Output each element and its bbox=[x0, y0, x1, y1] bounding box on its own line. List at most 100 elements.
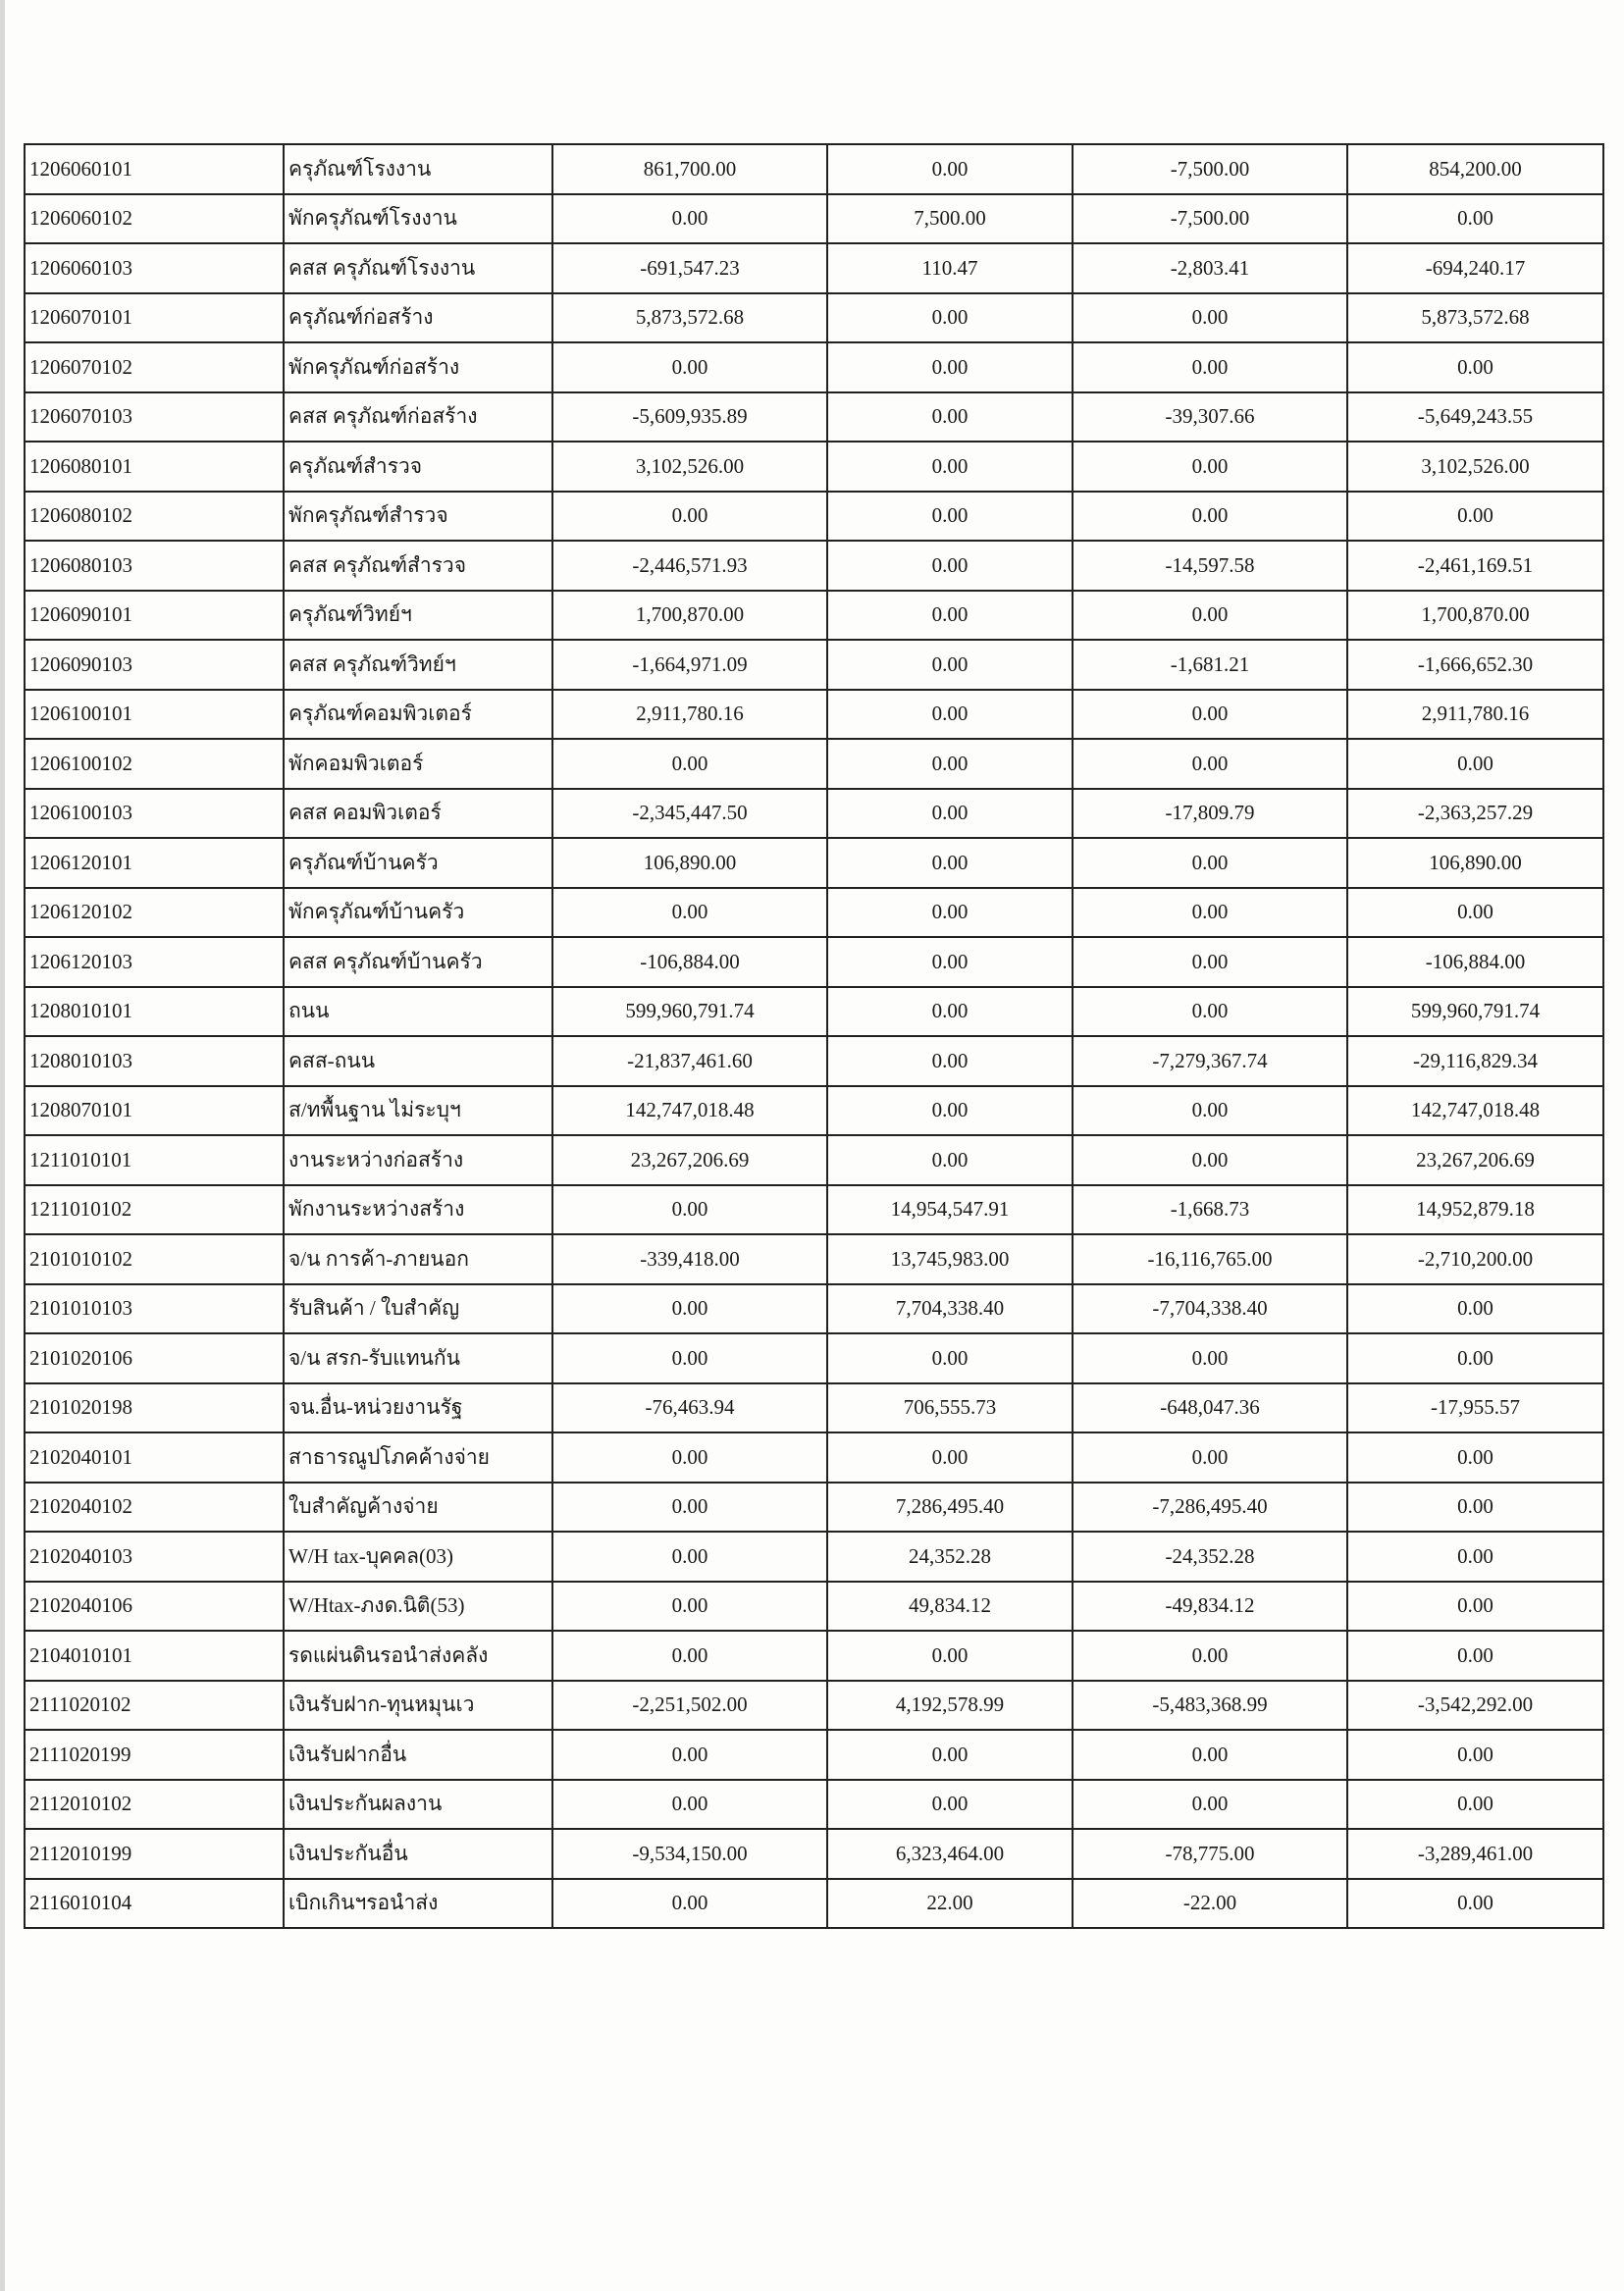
closing-balance-cell: 0.00 bbox=[1346, 738, 1604, 790]
closing-balance-cell: 0.00 bbox=[1346, 1580, 1604, 1632]
table-row: 2102040106 W/Htax-ภงด.นิติ(53) 0.00 49,834.… bbox=[24, 1580, 1604, 1632]
credit-cell: -1,668.73 bbox=[1072, 1183, 1348, 1235]
account-code-cell: 2101010103 bbox=[24, 1282, 285, 1334]
debit-cell: 0.00 bbox=[826, 1630, 1074, 1682]
account-code-cell: 1206090103 bbox=[24, 639, 285, 691]
credit-cell: 0.00 bbox=[1072, 886, 1348, 938]
debit-cell: 14,954,547.91 bbox=[826, 1183, 1074, 1235]
debit-cell: 110.47 bbox=[826, 242, 1074, 294]
closing-balance-cell: 0.00 bbox=[1346, 1877, 1604, 1929]
table-row: 1206100101 ครุภัณฑ์คอมพิวเตอร์ 2,911,780.1… bbox=[24, 688, 1604, 740]
account-code-cell: 2111020102 bbox=[24, 1679, 285, 1731]
account-code-cell: 1206060101 bbox=[24, 143, 285, 195]
opening-balance-cell: 0.00 bbox=[551, 1481, 828, 1533]
credit-cell: -7,704,338.40 bbox=[1072, 1282, 1348, 1334]
opening-balance-cell: 0.00 bbox=[551, 1630, 828, 1682]
debit-cell: 0.00 bbox=[826, 1134, 1074, 1186]
closing-balance-cell: 0.00 bbox=[1346, 1432, 1604, 1484]
account-code-cell: 1206070101 bbox=[24, 291, 285, 343]
debit-cell: 0.00 bbox=[826, 787, 1074, 839]
debit-cell: 706,555.73 bbox=[826, 1381, 1074, 1433]
debit-cell: 0.00 bbox=[826, 1332, 1074, 1384]
opening-balance-cell: -5,609,935.89 bbox=[551, 391, 828, 443]
closing-balance-cell: 0.00 bbox=[1346, 1729, 1604, 1781]
credit-cell: -16,116,765.00 bbox=[1072, 1233, 1348, 1285]
table-row: 1206080101 ครุภัณฑ์สำรวจ 3,102,526.00 0.00 0… bbox=[24, 441, 1604, 493]
opening-balance-cell: 106,890.00 bbox=[551, 837, 828, 889]
debit-cell: 0.00 bbox=[826, 886, 1074, 938]
account-name-cell: พักคอมพิวเตอร์ bbox=[283, 738, 553, 790]
table-row: 1206090101 ครุภัณฑ์วิทย์ฯ 1,700,870.00 0.00… bbox=[24, 589, 1604, 641]
opening-balance-cell: -21,837,461.60 bbox=[551, 1035, 828, 1087]
account-name-cell: ครุภัณฑ์คอมพิวเตอร์ bbox=[283, 688, 553, 740]
closing-balance-cell: -17,955.57 bbox=[1346, 1381, 1604, 1433]
credit-cell: -2,803.41 bbox=[1072, 242, 1348, 294]
account-name-cell: เงินรับฝาก-ทุนหมุนเว bbox=[283, 1679, 553, 1731]
account-name-cell: พักครุภัณฑ์ก่อสร้าง bbox=[283, 341, 553, 393]
account-name-cell: คสส คอมพิวเตอร์ bbox=[283, 787, 553, 839]
debit-cell: 0.00 bbox=[826, 985, 1074, 1037]
debit-cell: 24,352.28 bbox=[826, 1531, 1074, 1583]
closing-balance-cell: 3,102,526.00 bbox=[1346, 441, 1604, 493]
closing-balance-cell: -2,363,257.29 bbox=[1346, 787, 1604, 839]
closing-balance-cell: 23,267,206.69 bbox=[1346, 1134, 1604, 1186]
opening-balance-cell: 0.00 bbox=[551, 1729, 828, 1781]
debit-cell: 0.00 bbox=[826, 738, 1074, 790]
account-name-cell: เบิกเกินฯรอนำส่ง bbox=[283, 1877, 553, 1929]
closing-balance-cell: -2,461,169.51 bbox=[1346, 540, 1604, 592]
opening-balance-cell: 0.00 bbox=[551, 1778, 828, 1830]
account-name-cell: รดแผ่นดินรอนำส่งคลัง bbox=[283, 1630, 553, 1682]
opening-balance-cell: 861,700.00 bbox=[551, 143, 828, 195]
debit-cell: 0.00 bbox=[826, 1084, 1074, 1136]
table-row: 1206070103 คสส ครุภัณฑ์ก่อสร้าง -5,609,935… bbox=[24, 391, 1604, 443]
account-name-cell: ครุภัณฑ์สำรวจ bbox=[283, 441, 553, 493]
table-row: 2101010103 รับสินค้า / ใบสำคัญ 0.00 7,704,3… bbox=[24, 1282, 1604, 1334]
credit-cell: 0.00 bbox=[1072, 688, 1348, 740]
credit-cell: -22.00 bbox=[1072, 1877, 1348, 1929]
account-code-cell: 2111020199 bbox=[24, 1729, 285, 1781]
table-row: 1208010103 คสส-ถนน -21,837,461.60 0.00 -7,27… bbox=[24, 1035, 1604, 1087]
table-row: 2111020102 เงินรับฝาก-ทุนหมุนเว -2,251,502… bbox=[24, 1679, 1604, 1731]
debit-cell: 0.00 bbox=[826, 1778, 1074, 1830]
closing-balance-cell: 0.00 bbox=[1346, 490, 1604, 542]
trial-balance-table: 1206060101 ครุภัณฑ์โรงงาน 861,700.00 0.00 -7… bbox=[24, 143, 1604, 1929]
opening-balance-cell: 0.00 bbox=[551, 1580, 828, 1632]
debit-cell: 0.00 bbox=[826, 291, 1074, 343]
credit-cell: 0.00 bbox=[1072, 1729, 1348, 1781]
opening-balance-cell: 5,873,572.68 bbox=[551, 291, 828, 343]
opening-balance-cell: -691,547.23 bbox=[551, 242, 828, 294]
debit-cell: 22.00 bbox=[826, 1877, 1074, 1929]
closing-balance-cell: 0.00 bbox=[1346, 341, 1604, 393]
table-row: 1206090103 คสส ครุภัณฑ์วิทย์ฯ -1,664,971.0… bbox=[24, 639, 1604, 691]
closing-balance-cell: 2,911,780.16 bbox=[1346, 688, 1604, 740]
account-name-cell: ถนน bbox=[283, 985, 553, 1037]
account-code-cell: 2101010102 bbox=[24, 1233, 285, 1285]
scan-edge bbox=[0, 0, 5, 2291]
account-code-cell: 1208010101 bbox=[24, 985, 285, 1037]
table-row: 1208010101 ถนน 599,960,791.74 0.00 0.00 599,9… bbox=[24, 985, 1604, 1037]
debit-cell: 0.00 bbox=[826, 341, 1074, 393]
closing-balance-cell: 1,700,870.00 bbox=[1346, 589, 1604, 641]
account-code-cell: 1206100103 bbox=[24, 787, 285, 839]
account-code-cell: 2102040103 bbox=[24, 1531, 285, 1583]
debit-cell: 7,286,495.40 bbox=[826, 1481, 1074, 1533]
debit-cell: 0.00 bbox=[826, 688, 1074, 740]
account-name-cell: พักงานระหว่างสร้าง bbox=[283, 1183, 553, 1235]
table-row: 1206070101 ครุภัณฑ์ก่อสร้าง 5,873,572.68 0.… bbox=[24, 291, 1604, 343]
opening-balance-cell: 599,960,791.74 bbox=[551, 985, 828, 1037]
account-name-cell: คสส-ถนน bbox=[283, 1035, 553, 1087]
closing-balance-cell: -29,116,829.34 bbox=[1346, 1035, 1604, 1087]
credit-cell: -14,597.58 bbox=[1072, 540, 1348, 592]
closing-balance-cell: -2,710,200.00 bbox=[1346, 1233, 1604, 1285]
opening-balance-cell: 0.00 bbox=[551, 1282, 828, 1334]
credit-cell: -7,279,367.74 bbox=[1072, 1035, 1348, 1087]
opening-balance-cell: -1,664,971.09 bbox=[551, 639, 828, 691]
credit-cell: -39,307.66 bbox=[1072, 391, 1348, 443]
table-row: 2111020199 เงินรับฝากอื่น 0.00 0.00 0.00 0.00 bbox=[24, 1729, 1604, 1781]
account-name-cell: ครุภัณฑ์ก่อสร้าง bbox=[283, 291, 553, 343]
account-code-cell: 2116010104 bbox=[24, 1877, 285, 1929]
debit-cell: 13,745,983.00 bbox=[826, 1233, 1074, 1285]
account-name-cell: จ/น การค้า-ภายนอก bbox=[283, 1233, 553, 1285]
account-code-cell: 2102040106 bbox=[24, 1580, 285, 1632]
debit-cell: 0.00 bbox=[826, 639, 1074, 691]
